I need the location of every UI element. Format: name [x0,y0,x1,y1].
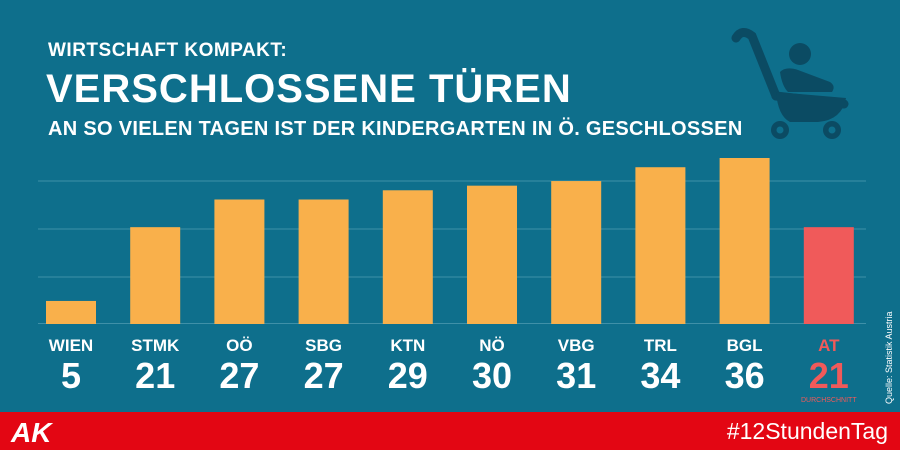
category-label: OÖ [226,336,252,355]
category-label: BGL [727,336,763,355]
category-label: SBG [305,336,342,355]
value-label: 27 [304,355,344,396]
value-label: 31 [556,355,596,396]
category-label: AT [818,336,840,355]
page-subtitle: AN SO VIELEN TAGEN IST DER KINDERGARTEN … [48,118,743,140]
footer-bar: AK #12StundenTag [0,412,900,450]
bar-stmk [130,227,181,324]
value-label: 29 [388,355,428,396]
category-label: VBG [558,336,595,355]
category-label: NÖ [479,336,505,355]
category-label: TRL [644,336,677,355]
bar-bgl [719,158,770,324]
page-title: VERSCHLOSSENE TÜREN [46,67,572,111]
value-label: 21 [135,355,175,396]
source-note: Quelle: Statistik Austria [884,311,894,404]
value-label: 21 [809,355,849,396]
bar-at [803,227,854,324]
bar-nö [467,185,517,324]
ak-logo-text: AK [10,417,53,446]
value-label: 36 [725,355,765,396]
hashtag-text: #12StundenTag [726,418,888,444]
bar-wien [46,300,96,324]
baby-stroller-icon [731,28,849,139]
bar-vbg [551,181,602,324]
category-label: KTN [390,336,425,355]
average-note: DURCHSCHNITT [801,397,857,404]
kicker-text: WIRTSCHAFT KOMPAKT: [48,40,288,61]
value-label: 27 [219,355,259,396]
category-label: STMK [131,336,180,355]
ak-logo: AK [10,417,53,446]
category-label: WIEN [49,336,93,355]
value-label: 5 [61,355,81,396]
bar-trl [635,167,686,324]
bar-chart: WIEN5STMK21OÖ27SBG27KTN29NÖ30VBG31TRL34B… [38,158,866,404]
bar-ktn [382,190,433,324]
bar-sbg [298,199,349,324]
bar-oö [214,199,265,324]
value-label: 30 [472,355,512,396]
value-label: 34 [640,355,680,396]
